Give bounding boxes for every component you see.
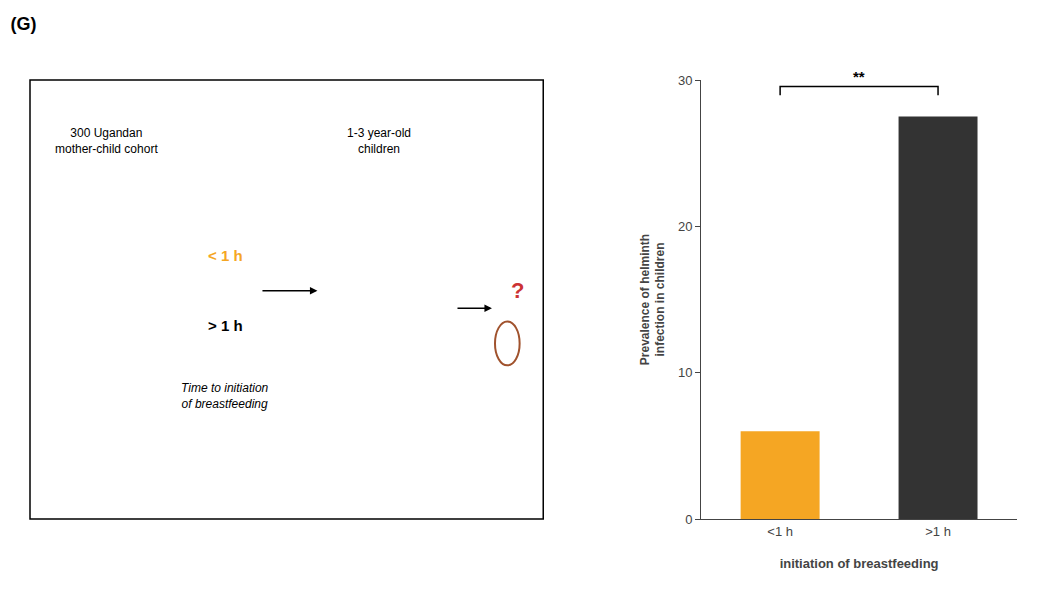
svg-text:> 1 h: > 1 h <box>208 317 243 334</box>
svg-text:Prevalence of helminthinfectio: Prevalence of helminthinfection in child… <box>638 234 668 365</box>
svg-text:?: ? <box>511 278 524 303</box>
svg-text:30: 30 <box>678 73 692 88</box>
svg-text:Time to initiationof breastfee: Time to initiationof breastfeeding <box>181 381 269 411</box>
svg-text:300 Ugandanmother-child cohort: 300 Ugandanmother-child cohort <box>55 126 158 156</box>
svg-text:1-3 year-oldchildren: 1-3 year-oldchildren <box>347 126 411 156</box>
svg-text:**: ** <box>853 68 865 85</box>
svg-text:< 1 h: < 1 h <box>208 247 243 264</box>
svg-text:10: 10 <box>678 365 692 380</box>
svg-text:>1 h: >1 h <box>925 524 951 539</box>
svg-text:20: 20 <box>678 219 692 234</box>
svg-text:(G): (G) <box>10 14 36 34</box>
svg-text:<1 h: <1 h <box>767 524 793 539</box>
svg-text:0: 0 <box>685 512 692 527</box>
svg-text:initiation of breastfeeding: initiation of breastfeeding <box>780 556 939 571</box>
